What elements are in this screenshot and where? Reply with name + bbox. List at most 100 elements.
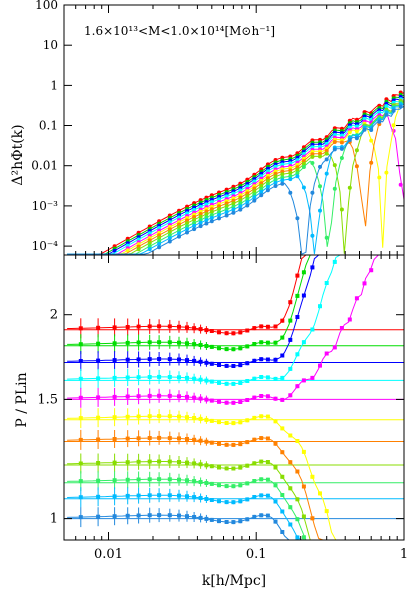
bottom-point-10-6 — [157, 513, 162, 518]
bottom-point-0-14 — [217, 330, 221, 335]
top-point-10-37 — [384, 112, 389, 117]
bottom-point-7-20 — [259, 459, 264, 464]
bottom-point-3-14 — [217, 380, 221, 385]
bottom-point-7-22 — [273, 465, 278, 470]
top-point-7-31 — [339, 207, 344, 212]
top-point-7-18 — [245, 194, 250, 199]
top-point-8-20 — [259, 187, 264, 192]
bottom-point-10-7 — [167, 513, 172, 518]
bottom-point-8-6 — [157, 477, 162, 482]
top-y-axis-label: Δ²hΦt(k) — [10, 124, 26, 185]
bottom-point-8-5 — [147, 477, 152, 482]
bottom-point-9-8 — [177, 493, 181, 498]
bottom-point-3-6 — [157, 374, 162, 379]
bottom-point-2-18 — [245, 361, 250, 366]
bottom-point-4-30 — [332, 345, 337, 350]
bottom-point-8-1 — [96, 478, 101, 483]
bottom-point-6-0 — [78, 437, 83, 442]
bottom-point-5-3 — [125, 414, 130, 419]
bottom-point-2-6 — [157, 357, 162, 361]
bottom-point-0-24 — [288, 300, 293, 305]
bottom-point-10-4 — [136, 513, 141, 518]
bottom-point-2-10 — [192, 358, 197, 363]
bottom-point-7-21 — [265, 460, 270, 464]
top-point-7-25 — [295, 167, 300, 172]
top-point-7-10 — [192, 217, 197, 222]
bottom-point-8-25 — [295, 517, 300, 522]
bottom-series-line-9 — [67, 494, 404, 541]
bottom-point-10-13 — [209, 517, 214, 522]
bottom-point-3-25 — [295, 352, 300, 357]
bottom-point-2-4 — [136, 357, 141, 362]
bottom-point-6-25 — [295, 469, 300, 474]
bottom-point-2-20 — [259, 357, 264, 362]
top-point-8-6 — [157, 239, 162, 244]
bottom-point-1-2 — [112, 341, 117, 346]
bottom-point-6-17 — [238, 442, 243, 447]
top-point-10-11 — [198, 224, 203, 229]
top-series-line-9 — [67, 103, 405, 255]
bottom-point-3-8 — [177, 375, 181, 380]
bottom-point-9-22 — [273, 499, 278, 504]
bottom-point-4-9 — [185, 394, 189, 399]
bottom-point-2-2 — [112, 358, 117, 363]
x-tick-label-2: 1 — [400, 547, 408, 562]
bottom-y-tick-label-2: 2 — [50, 308, 58, 323]
bottom-point-3-23 — [280, 375, 285, 380]
top-point-7-30 — [332, 163, 337, 168]
bottom-point-7-19 — [252, 461, 257, 466]
bottom-point-4-14 — [217, 399, 221, 404]
bottom-point-3-30 — [332, 259, 337, 264]
top-point-10-10 — [192, 227, 197, 232]
bottom-point-2-15 — [224, 363, 229, 368]
bottom-point-3-21 — [265, 375, 270, 380]
bottom-point-0-21 — [265, 324, 270, 329]
bottom-point-0-22 — [273, 324, 278, 329]
bottom-point-0-8 — [177, 324, 181, 329]
top-series-line-5 — [67, 100, 405, 255]
bottom-point-9-4 — [136, 493, 141, 498]
bottom-point-9-3 — [125, 493, 130, 498]
bottom-point-4-18 — [245, 398, 250, 402]
top-point-10-36 — [377, 119, 382, 124]
top-point-10-20 — [259, 193, 264, 198]
bottom-point-4-2 — [112, 394, 117, 399]
bottom-point-0-3 — [125, 325, 130, 329]
top-point-7-11 — [198, 214, 203, 219]
bottom-point-8-17 — [238, 483, 243, 488]
top-series-line-10 — [67, 105, 405, 255]
top-point-8-17 — [238, 201, 243, 206]
bottom-point-5-10 — [192, 416, 197, 420]
top-point-9-24 — [288, 177, 293, 182]
bottom-point-6-8 — [177, 436, 181, 441]
top-point-10-9 — [185, 230, 189, 235]
bottom-point-6-23 — [280, 450, 285, 455]
top-point-7-9 — [185, 221, 189, 226]
top-point-8-24 — [288, 174, 293, 179]
top-point-8-27 — [310, 161, 315, 165]
bottom-point-1-23 — [280, 335, 285, 340]
top-point-10-25 — [295, 216, 300, 221]
top-y-tick-label-5: 10 — [43, 38, 58, 52]
bottom-point-5-0 — [78, 416, 83, 421]
top-point-8-21 — [265, 182, 270, 187]
bottom-point-6-22 — [273, 441, 278, 446]
bottom-point-7-14 — [217, 465, 221, 470]
bottom-point-5-25 — [295, 439, 300, 443]
bottom-point-5-26 — [301, 449, 306, 454]
bottom-point-1-4 — [136, 340, 141, 345]
bottom-point-0-6 — [157, 324, 162, 329]
bottom-series-line-0 — [67, 254, 404, 334]
axis-tick-labels: 0.01 0.1 1 10⁻⁴ 10⁻³ 0.01 0.1 1 10 100 1 1.5 2 — [31, 0, 408, 562]
top-point-6-31 — [339, 140, 344, 145]
bottom-point-6-24 — [288, 460, 293, 465]
top-point-10-27 — [310, 190, 315, 195]
top-point-10-7 — [167, 239, 172, 244]
top-point-8-16 — [231, 204, 236, 209]
bottom-point-6-16 — [231, 442, 236, 447]
bottom-point-4-21 — [265, 394, 270, 399]
bottom-point-3-15 — [224, 381, 229, 386]
bottom-point-10-20 — [259, 513, 264, 518]
top-point-9-20 — [259, 189, 264, 194]
bottom-point-5-24 — [288, 433, 293, 438]
